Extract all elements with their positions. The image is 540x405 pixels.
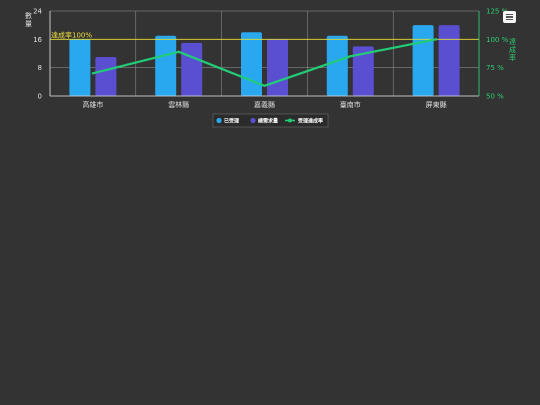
y-right-tick-label: 100 %: [486, 36, 509, 44]
bar-2-屏東縣[interactable]: [438, 25, 460, 97]
line-point-屏東縣[interactable]: [434, 38, 438, 41]
legend-label-series-3: 受理達成率: [298, 117, 323, 124]
bar-1-嘉義縣[interactable]: [241, 32, 262, 96]
legend-marker-dot-series-3: [288, 118, 292, 123]
line-series: [91, 38, 438, 88]
bar-1-臺南市[interactable]: [326, 35, 348, 96]
axes: 0 8 16 24 50 % 75 % 100 % 125 % 高雄市 雲林縣 嘉義縣 臺南市 屏東縣: [33, 8, 509, 110]
reference-line-label: 達成率100%: [51, 30, 92, 39]
legend-marker-series-1: [216, 117, 222, 124]
y-right-tick-label: 50 %: [486, 93, 504, 101]
bar-2-高雄市[interactable]: [95, 57, 117, 96]
reference-line-group: 達成率100%: [50, 30, 479, 40]
legend-label-series-1: 已受理: [224, 117, 239, 124]
hamburger-menu-icon-bar: [506, 16, 513, 18]
x-tick-label: 臺南市: [340, 100, 361, 109]
line-point-雲林縣[interactable]: [177, 50, 180, 53]
legend-marker-series-2: [250, 117, 256, 124]
line-point-臺南市[interactable]: [349, 55, 352, 58]
x-tick-label: 高雄市: [82, 100, 103, 109]
x-tick-label: 屏東縣: [426, 100, 447, 109]
bar-1-高雄市[interactable]: [69, 39, 91, 96]
y-axis-left-title: 數量: [25, 11, 32, 28]
y-right-tick-label: 75 %: [486, 64, 504, 72]
bar-series: [69, 25, 460, 97]
line-point-嘉義縣[interactable]: [263, 84, 266, 88]
y-left-tick-label: 8: [38, 64, 42, 72]
bar-2-嘉義縣[interactable]: [267, 39, 288, 96]
chart-menu-button[interactable]: [503, 11, 516, 23]
y-left-tick-label: 16: [33, 36, 42, 44]
y-left-tick-label: 0: [38, 93, 42, 101]
bar-1-屏東縣[interactable]: [412, 25, 434, 97]
y-right-tick-label: 125 %: [486, 8, 509, 16]
x-tick-label: 嘉義縣: [254, 100, 275, 109]
legend-item-series-3[interactable]: 受理達成率: [285, 117, 323, 124]
line-point-高雄市[interactable]: [91, 72, 95, 75]
legend-item-series-1[interactable]: 已受理: [216, 117, 239, 124]
y-axis-right-title: 達成率: [509, 37, 516, 62]
bar-1-雲林縣[interactable]: [155, 35, 177, 96]
y-left-tick-label: 24: [33, 8, 42, 16]
legend-label-series-2: 總需求量: [258, 117, 278, 124]
legend: 已受理 總需求量 受理達成率: [212, 113, 329, 128]
legend-item-series-2[interactable]: 總需求量: [250, 117, 278, 124]
bar-2-臺南市[interactable]: [352, 46, 374, 96]
hamburger-menu-icon-bar: [506, 19, 513, 21]
series-line-rate: [92, 38, 437, 87]
legend-box: [212, 113, 329, 128]
x-tick-label: 雲林縣: [168, 100, 189, 109]
bar-2-雲林縣[interactable]: [181, 42, 203, 96]
hamburger-menu-icon: [506, 13, 513, 15]
